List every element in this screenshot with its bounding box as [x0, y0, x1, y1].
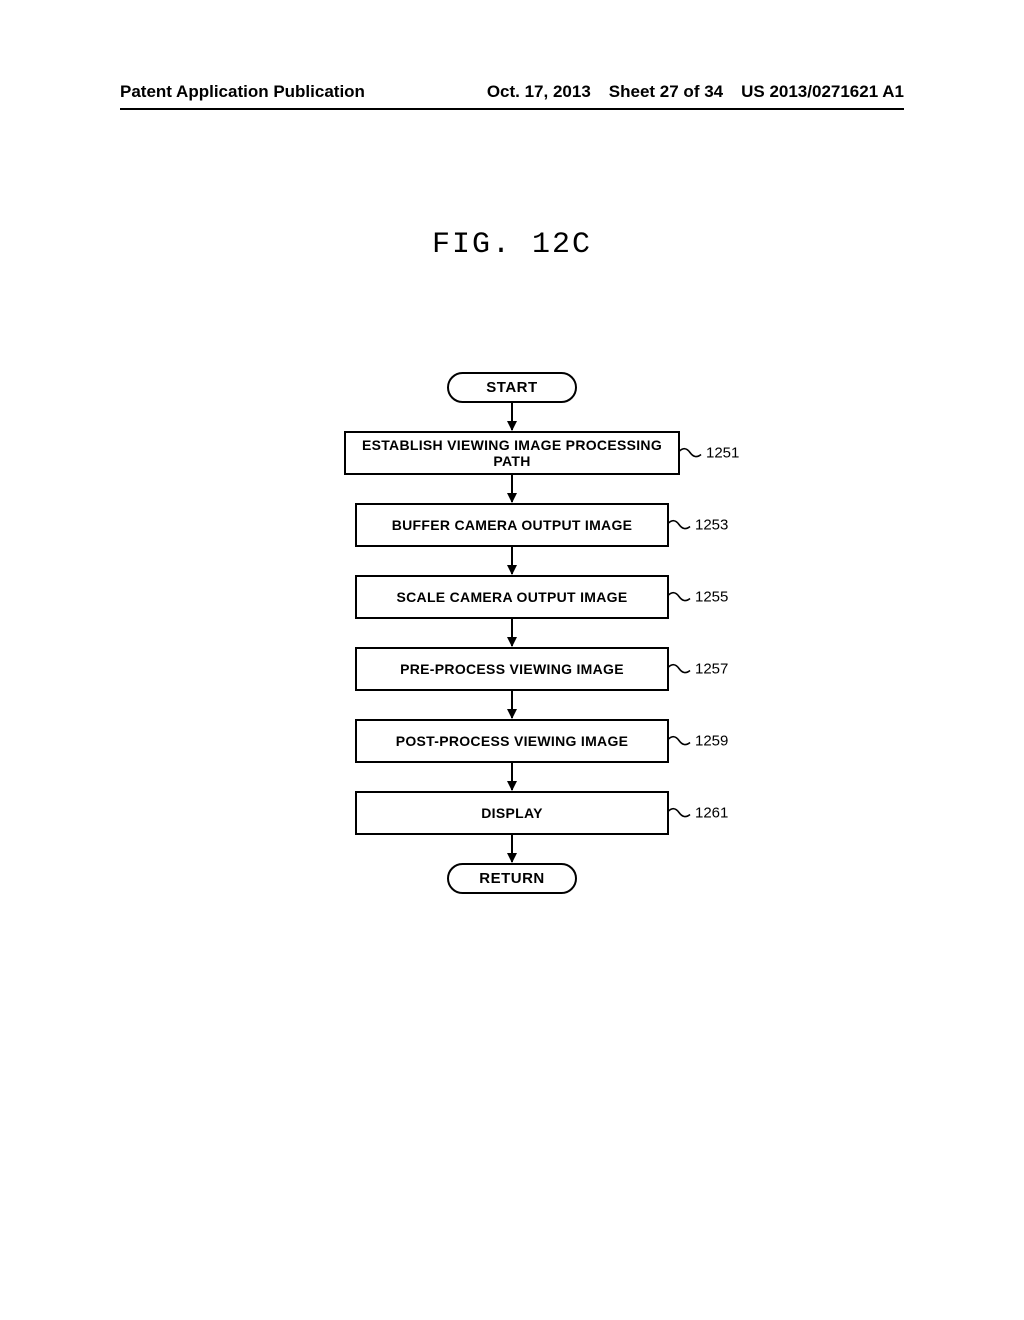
leader-line-icon — [678, 445, 702, 461]
flow-return-row: RETURN — [0, 863, 1024, 894]
leader-line-icon — [667, 517, 691, 533]
flow-step: BUFFER CAMERA OUTPUT IMAGE — [355, 503, 669, 547]
reference-label: 1255 — [667, 589, 728, 606]
leader-line-icon — [667, 661, 691, 677]
arrow-down-icon — [505, 835, 519, 863]
header-pubno: US 2013/0271621 A1 — [741, 82, 904, 102]
leader-line-icon — [667, 805, 691, 821]
flow-step-row: BUFFER CAMERA OUTPUT IMAGE 1253 — [0, 503, 1024, 547]
reference-label: 1253 — [667, 517, 728, 534]
flow-start: START — [447, 372, 577, 403]
arrow-down-icon — [505, 475, 519, 503]
flow-step-row: PRE-PROCESS VIEWING IMAGE 1257 — [0, 647, 1024, 691]
reference-number: 1261 — [695, 805, 728, 822]
leader-line-icon — [667, 733, 691, 749]
flow-step-row: SCALE CAMERA OUTPUT IMAGE 1255 — [0, 575, 1024, 619]
header-publication: Patent Application Publication — [120, 82, 365, 102]
reference-number: 1253 — [695, 517, 728, 534]
flow-step: DISPLAY — [355, 791, 669, 835]
reference-number: 1255 — [695, 589, 728, 606]
leader-line-icon — [667, 589, 691, 605]
flow-step-row: POST-PROCESS VIEWING IMAGE 1259 — [0, 719, 1024, 763]
figure-title: FIG. 12C — [0, 228, 1024, 262]
header-sheet: Sheet 27 of 34 — [609, 82, 723, 102]
reference-label: 1251 — [678, 445, 739, 462]
header-line: Patent Application Publication Oct. 17, … — [120, 82, 904, 102]
arrow-down-icon — [505, 403, 519, 431]
reference-number: 1251 — [706, 445, 739, 462]
arrow-down-icon — [505, 691, 519, 719]
flow-return: RETURN — [447, 863, 577, 894]
reference-label: 1259 — [667, 733, 728, 750]
reference-number: 1259 — [695, 733, 728, 750]
flow-step: PRE-PROCESS VIEWING IMAGE — [355, 647, 669, 691]
page: Patent Application Publication Oct. 17, … — [0, 0, 1024, 1320]
reference-label: 1257 — [667, 661, 728, 678]
header-right: Oct. 17, 2013 Sheet 27 of 34 US 2013/027… — [487, 82, 904, 102]
flowchart: START ESTABLISH VIEWING IMAGE PROCESSING … — [0, 372, 1024, 894]
header-rule — [120, 108, 904, 110]
arrow-down-icon — [505, 619, 519, 647]
reference-number: 1257 — [695, 661, 728, 678]
arrow-down-icon — [505, 763, 519, 791]
flow-step: SCALE CAMERA OUTPUT IMAGE — [355, 575, 669, 619]
flow-step-row: ESTABLISH VIEWING IMAGE PROCESSING PATH 1… — [0, 431, 1024, 475]
page-header: Patent Application Publication Oct. 17, … — [0, 82, 1024, 110]
flow-step-row: DISPLAY 1261 — [0, 791, 1024, 835]
flow-step: POST-PROCESS VIEWING IMAGE — [355, 719, 669, 763]
flow-start-row: START — [0, 372, 1024, 403]
header-date: Oct. 17, 2013 — [487, 82, 591, 102]
reference-label: 1261 — [667, 805, 728, 822]
flow-step: ESTABLISH VIEWING IMAGE PROCESSING PATH — [344, 431, 680, 475]
arrow-down-icon — [505, 547, 519, 575]
